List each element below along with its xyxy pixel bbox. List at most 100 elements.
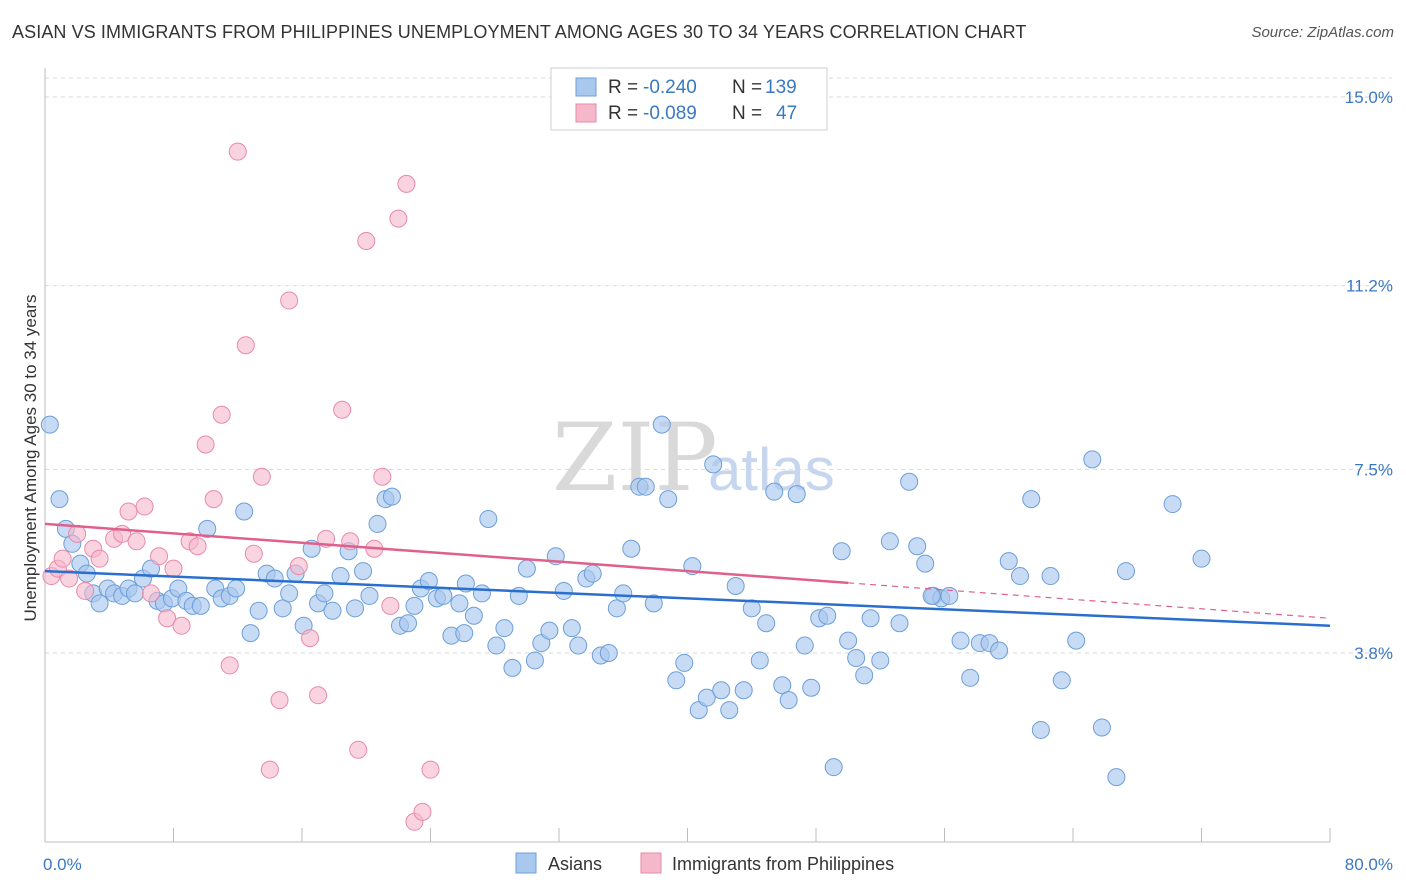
- asians-point-42: [346, 599, 365, 618]
- asians-point-27: [235, 502, 254, 521]
- asians-point-59: [472, 584, 491, 603]
- asians-point-50: [405, 596, 424, 615]
- philippines-point-37: [349, 740, 368, 759]
- asians-point-31: [265, 569, 284, 588]
- asians-point-121: [951, 631, 970, 650]
- asians-point-40: [331, 567, 350, 586]
- asians-point-105: [818, 606, 837, 625]
- axes: [44, 68, 1331, 843]
- asians-point-62: [495, 619, 514, 638]
- philippines-point-27: [252, 467, 271, 486]
- philippines-point-31: [289, 557, 308, 576]
- philippines-point-2: [53, 549, 72, 568]
- asians-point-131: [1052, 671, 1071, 690]
- legend-swatch-asians: [575, 77, 597, 97]
- philippines-point-19: [188, 537, 207, 556]
- legend-n-value-asians: 139: [765, 77, 797, 98]
- y-axis-label: Unemployment Among Ages 30 to 34 years: [21, 295, 40, 622]
- philippines-point-3: [60, 569, 79, 588]
- y-tick-label-0: 3.8%: [1354, 644, 1393, 663]
- asians-point-60: [479, 509, 498, 528]
- asians-point-132: [1067, 631, 1086, 650]
- asians-point-54: [434, 586, 453, 605]
- asians-point-120: [940, 586, 959, 605]
- y-tick-label-1: 7.5%: [1354, 460, 1393, 479]
- philippines-point-24: [228, 142, 247, 161]
- asians-point-86: [675, 653, 694, 672]
- asians-point-139: [922, 586, 941, 605]
- asians-point-100: [779, 691, 798, 710]
- asians-point-111: [861, 609, 880, 628]
- asians-point-116: [908, 537, 927, 556]
- asians-point-110: [855, 666, 874, 685]
- asians-point-122: [961, 668, 980, 687]
- asians-point-28: [241, 624, 260, 643]
- asians-point-0: [40, 415, 59, 434]
- asians-point-82: [644, 594, 663, 613]
- philippines-point-20: [196, 435, 215, 454]
- asians-point-29: [249, 601, 268, 620]
- asians-point-115: [900, 472, 919, 491]
- asians-point-138: [1192, 549, 1211, 568]
- philippines-point-21: [204, 490, 223, 509]
- asians-point-97: [757, 614, 776, 633]
- asians-point-106: [824, 758, 843, 777]
- asians-point-136: [1117, 562, 1136, 581]
- asians-point-117: [916, 554, 935, 573]
- bottom-legend-swatch-philippines: [640, 852, 662, 874]
- philippines-point-5: [76, 581, 95, 600]
- asians-point-76: [599, 644, 618, 662]
- asians-point-135: [1107, 768, 1126, 787]
- asians-point-109: [847, 648, 866, 667]
- x-tick-label-1: 80.0%: [1345, 855, 1393, 874]
- asians-point-56: [450, 594, 469, 613]
- asians-point-26: [227, 579, 246, 598]
- philippines-point-22: [212, 405, 231, 424]
- asians-point-12: [125, 584, 144, 603]
- philippines-point-41: [381, 596, 400, 615]
- philippines-point-10: [119, 502, 138, 521]
- asians-point-81: [636, 477, 655, 496]
- asians-point-127: [1010, 567, 1029, 586]
- asians-point-126: [999, 552, 1018, 571]
- philippines-point-13: [142, 584, 161, 603]
- philippines-trend-line: [44, 522, 849, 585]
- asians-point-22: [198, 519, 217, 538]
- philippines-point-16: [164, 559, 183, 578]
- asians-point-43: [354, 562, 373, 581]
- asians-point-39: [323, 601, 342, 620]
- legend-r-label-philippines: R =: [608, 103, 638, 124]
- philippines-point-26: [244, 544, 263, 563]
- asians-point-96: [750, 651, 769, 670]
- asians-point-108: [839, 631, 858, 650]
- asians-point-45: [368, 514, 387, 533]
- asians-point-85: [667, 671, 686, 690]
- asians-point-33: [280, 584, 299, 603]
- asians-point-70: [554, 581, 573, 600]
- asians-point-21: [191, 596, 210, 615]
- asians-point-38: [315, 584, 334, 603]
- asians-point-7: [90, 594, 109, 613]
- asians-point-102: [795, 636, 814, 655]
- bottom-legend-asians: Asians: [548, 854, 602, 874]
- philippines-point-17: [172, 616, 191, 635]
- philippines-point-42: [389, 209, 408, 228]
- asians-point-130: [1041, 567, 1060, 586]
- philippines-point-29: [270, 691, 289, 710]
- asians-point-114: [890, 614, 909, 633]
- philippines-point-25: [236, 336, 255, 355]
- philippines-point-40: [373, 467, 392, 486]
- legend-r-value-asians: -0.240: [643, 77, 697, 98]
- philippines-point-14: [150, 547, 169, 566]
- philippines-point-46: [421, 760, 440, 779]
- philippines-point-12: [135, 497, 154, 516]
- asians-point-44: [360, 586, 379, 605]
- bottom-legend: Asians Immigrants from Philippines: [515, 852, 894, 874]
- legend-r-label-asians: R =: [608, 77, 638, 98]
- asians-point-78: [614, 584, 633, 603]
- asians-point-83: [652, 415, 671, 434]
- asians-point-134: [1092, 718, 1111, 737]
- asians-point-107: [832, 542, 851, 561]
- asians-point-68: [540, 621, 559, 640]
